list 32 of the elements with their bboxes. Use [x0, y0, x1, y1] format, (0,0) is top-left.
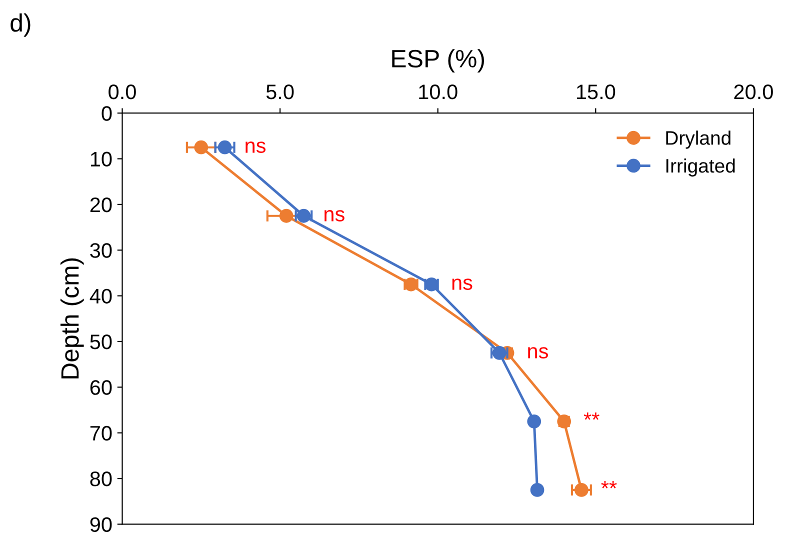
annotation: ns — [324, 210, 344, 222]
point — [279, 208, 294, 223]
point — [527, 414, 542, 428]
y-tick-label: 10 — [90, 152, 112, 167]
x-tick-label: 10.0 — [419, 84, 458, 100]
x-axis-title: ESP (%) — [392, 49, 484, 72]
legend-label: Dryland — [666, 130, 730, 149]
y-axis-title: Depth (cm) — [60, 258, 84, 378]
y-tick-label: 40 — [90, 288, 112, 304]
y-tick-label: 30 — [90, 243, 112, 258]
y-tick-label: 20 — [90, 197, 112, 212]
point — [530, 483, 544, 497]
x-tick-label: 5.0 — [266, 84, 294, 100]
legend-label: Irrigated — [666, 158, 735, 177]
x-tick-label: 20.0 — [734, 84, 773, 100]
annotation: ns — [452, 278, 472, 290]
annotation: ns — [246, 142, 266, 153]
annotation: ** — [584, 412, 600, 420]
annotation: ** — [601, 481, 617, 488]
chart-title: d) — [10, 13, 30, 37]
y-tick-label: 60 — [90, 380, 112, 395]
point — [574, 483, 588, 497]
annotation: ns — [528, 347, 548, 359]
y-tick-label: 50 — [90, 334, 112, 350]
x-tick-label: 15.0 — [576, 84, 616, 100]
point — [218, 140, 232, 154]
y-tick-label: 90 — [90, 517, 112, 532]
y-tick-label: 70 — [90, 426, 112, 441]
y-tick-label: 0 — [102, 106, 112, 121]
x-tick-label: 0.0 — [108, 84, 136, 100]
y-tick-label: 80 — [90, 472, 112, 486]
point — [194, 140, 208, 154]
